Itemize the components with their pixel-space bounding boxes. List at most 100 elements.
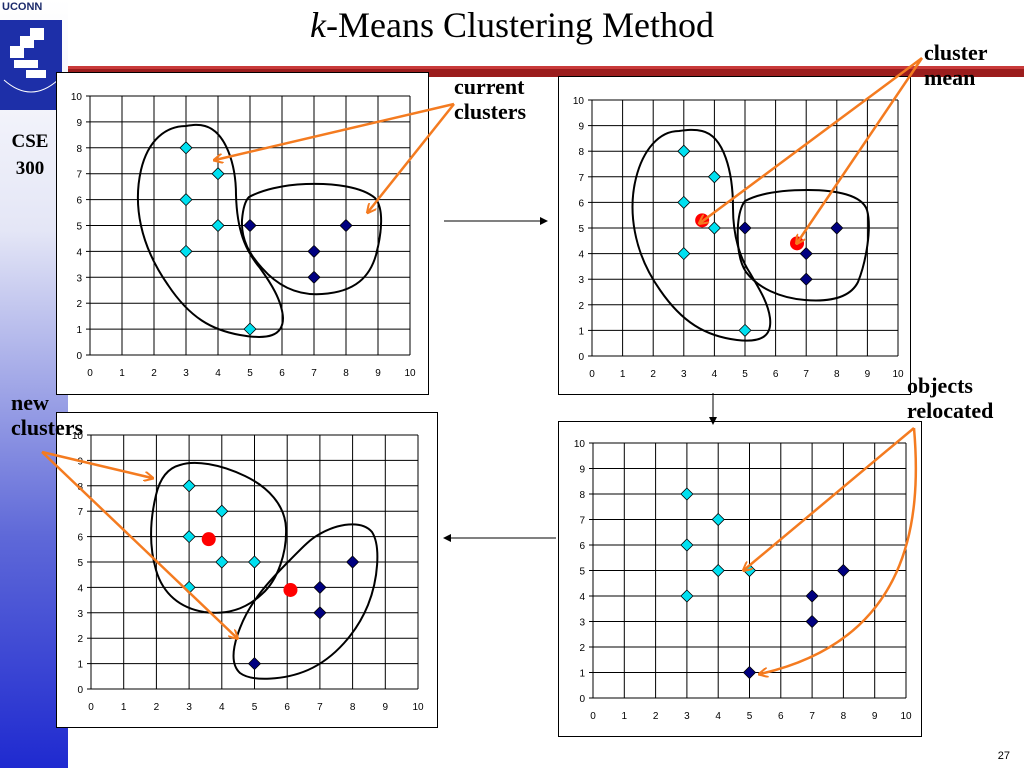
x-tick-label: 0 bbox=[88, 702, 94, 713]
x-tick-label: 0 bbox=[589, 369, 595, 380]
y-tick-label: 5 bbox=[578, 224, 584, 235]
objects-relocated-line1: objects bbox=[907, 373, 973, 398]
new-clusters-line1: new bbox=[11, 390, 49, 415]
x-tick-label: 7 bbox=[803, 369, 809, 380]
x-tick-label: 9 bbox=[865, 369, 871, 380]
x-tick-label: 2 bbox=[154, 702, 160, 713]
x-tick-label: 7 bbox=[317, 702, 323, 713]
cluster-mean-point bbox=[790, 236, 805, 251]
y-tick-label: 9 bbox=[579, 465, 585, 476]
y-tick-label: 2 bbox=[77, 634, 83, 645]
panel-bottom-right-frame bbox=[558, 421, 922, 737]
x-tick-label: 8 bbox=[841, 711, 847, 722]
x-tick-label: 10 bbox=[404, 368, 416, 379]
uconn-label: UCONN bbox=[2, 1, 43, 13]
data-point-light bbox=[711, 512, 725, 527]
cluster-outline-tl-right bbox=[240, 182, 383, 296]
cluster-outline-bl-right bbox=[232, 523, 379, 680]
y-tick-label: 1 bbox=[578, 326, 584, 337]
data-point-light bbox=[247, 555, 262, 569]
current-clusters-line1: current bbox=[454, 74, 525, 99]
y-tick-label: 10 bbox=[573, 96, 585, 107]
y-tick-label: 10 bbox=[71, 92, 83, 103]
new-clusters-line2: clusters bbox=[11, 415, 84, 440]
data-point-light bbox=[738, 323, 752, 337]
y-tick-label: 8 bbox=[578, 147, 584, 158]
data-point-light bbox=[677, 247, 691, 261]
data-point-light bbox=[243, 322, 257, 336]
x-tick-label: 5 bbox=[742, 369, 748, 380]
y-tick-label: 1 bbox=[77, 660, 83, 671]
page-title: k-Means Clustering Method bbox=[0, 0, 1024, 46]
y-tick-label: 4 bbox=[578, 250, 584, 261]
y-tick-label: 8 bbox=[76, 144, 82, 155]
data-point-light bbox=[680, 589, 694, 603]
new-clusters-label: new clusters bbox=[11, 390, 83, 440]
objects-relocated-label: objects relocated bbox=[907, 373, 993, 423]
x-tick-label: 8 bbox=[343, 368, 349, 379]
x-tick-label: 10 bbox=[900, 711, 912, 722]
x-tick-label: 3 bbox=[183, 368, 189, 379]
data-point-dark bbox=[307, 244, 321, 258]
y-tick-label: 7 bbox=[77, 507, 83, 518]
cluster-mean-point bbox=[201, 532, 216, 547]
data-point-dark bbox=[742, 665, 757, 680]
data-point-light bbox=[677, 144, 691, 158]
x-tick-label: 4 bbox=[715, 711, 721, 722]
x-tick-label: 0 bbox=[87, 368, 93, 379]
x-tick-label: 4 bbox=[219, 702, 225, 713]
current-clusters-label: current clusters bbox=[454, 74, 526, 124]
data-point-dark bbox=[799, 272, 813, 286]
y-tick-label: 7 bbox=[578, 173, 584, 184]
x-tick-label: 1 bbox=[622, 711, 628, 722]
x-tick-label: 9 bbox=[375, 368, 381, 379]
data-point-light bbox=[211, 167, 225, 181]
y-tick-label: 3 bbox=[77, 609, 83, 620]
x-tick-label: 6 bbox=[778, 711, 784, 722]
data-point-dark bbox=[243, 218, 257, 233]
y-tick-label: 4 bbox=[77, 583, 83, 594]
y-tick-label: 7 bbox=[76, 170, 82, 181]
data-point-light bbox=[179, 244, 193, 258]
data-point-dark bbox=[738, 221, 752, 235]
data-point-dark bbox=[805, 589, 819, 603]
y-tick-label: 0 bbox=[77, 685, 83, 696]
y-tick-label: 10 bbox=[72, 431, 84, 442]
data-point-light bbox=[182, 530, 196, 544]
data-point-dark bbox=[799, 247, 813, 261]
data-point-light bbox=[215, 555, 229, 569]
cluster-outline-bl-left bbox=[150, 461, 288, 614]
data-point-dark bbox=[313, 580, 327, 594]
x-tick-label: 4 bbox=[215, 368, 221, 379]
scatter-plot-bottom-right: 0 1 2 3 4 5 6 7 8 9 10 0 1 2 3 4 5 6 7 8 9 10 bbox=[574, 439, 912, 722]
x-tick-label: 5 bbox=[247, 368, 253, 379]
y-tick-label: 0 bbox=[579, 694, 585, 705]
x-tick-label: 9 bbox=[872, 711, 878, 722]
y-tick-label: 6 bbox=[579, 541, 585, 552]
x-tick-label: 3 bbox=[186, 702, 192, 713]
objects-relocated-line2: relocated bbox=[907, 398, 994, 423]
new-clusters-arrow-2 bbox=[41, 451, 237, 638]
y-tick-label: 4 bbox=[579, 592, 585, 603]
cluster-mean-arrow-1 bbox=[700, 56, 923, 223]
data-point-light bbox=[680, 487, 694, 501]
cluster-mean-line1: cluster bbox=[924, 40, 988, 65]
data-point-dark bbox=[346, 555, 360, 569]
x-tick-label: 2 bbox=[653, 711, 659, 722]
x-tick-label: 7 bbox=[311, 368, 317, 379]
y-tick-label: 5 bbox=[77, 558, 83, 569]
data-point-dark bbox=[805, 614, 819, 629]
data-point-dark bbox=[247, 657, 262, 671]
y-tick-label: 6 bbox=[578, 198, 584, 209]
y-tick-label: 1 bbox=[76, 325, 82, 336]
x-tick-label: 1 bbox=[121, 702, 127, 713]
cluster-mean-label: cluster mean bbox=[924, 40, 988, 90]
x-tick-label: 10 bbox=[412, 702, 424, 713]
data-point-light bbox=[677, 195, 691, 209]
current-clusters-arrow-2 bbox=[368, 103, 455, 212]
y-tick-label: 6 bbox=[77, 533, 83, 544]
x-tick-label: 1 bbox=[620, 369, 626, 380]
x-tick-label: 9 bbox=[383, 702, 389, 713]
scatter-plot-top-left: 0 1 2 3 4 5 6 7 8 9 10 0 1 2 3 4 5 6 7 8 9 10 bbox=[71, 92, 416, 379]
scatter-plot-top-right: 0 1 2 3 4 5 6 7 8 9 10 0 1 2 3 4 5 6 7 8 9 10 bbox=[573, 96, 904, 380]
